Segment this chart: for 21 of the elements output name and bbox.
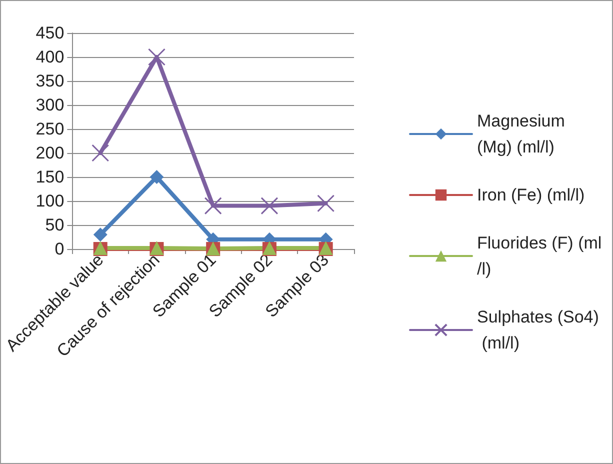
y-tick-label: 450 (36, 24, 64, 42)
point (150, 170, 164, 184)
point (148, 48, 166, 66)
y-tick-label: 100 (36, 192, 64, 210)
legend-label: Sulphates (So4) (ml/l) (477, 308, 599, 352)
y-tick-label: 250 (36, 120, 64, 138)
y-tick-label: 300 (36, 96, 64, 114)
y-tick-label: 0 (54, 240, 64, 258)
y-tick-label: 350 (36, 72, 64, 90)
point (317, 194, 335, 212)
legend-label: Fluorides (F) (ml/l) (477, 234, 602, 278)
point (93, 228, 108, 242)
legend-label: Magnesium (Mg) (ml/l) (477, 112, 570, 156)
y-tick-label: 150 (36, 168, 64, 186)
legend-label: Iron (Fe) (ml/l) (477, 186, 585, 204)
y-tick-label: 400 (36, 48, 64, 66)
y-tick-label: 200 (36, 144, 64, 162)
point (260, 197, 278, 215)
point (92, 144, 110, 162)
y-tick-label: 50 (45, 216, 64, 234)
point (204, 197, 222, 215)
